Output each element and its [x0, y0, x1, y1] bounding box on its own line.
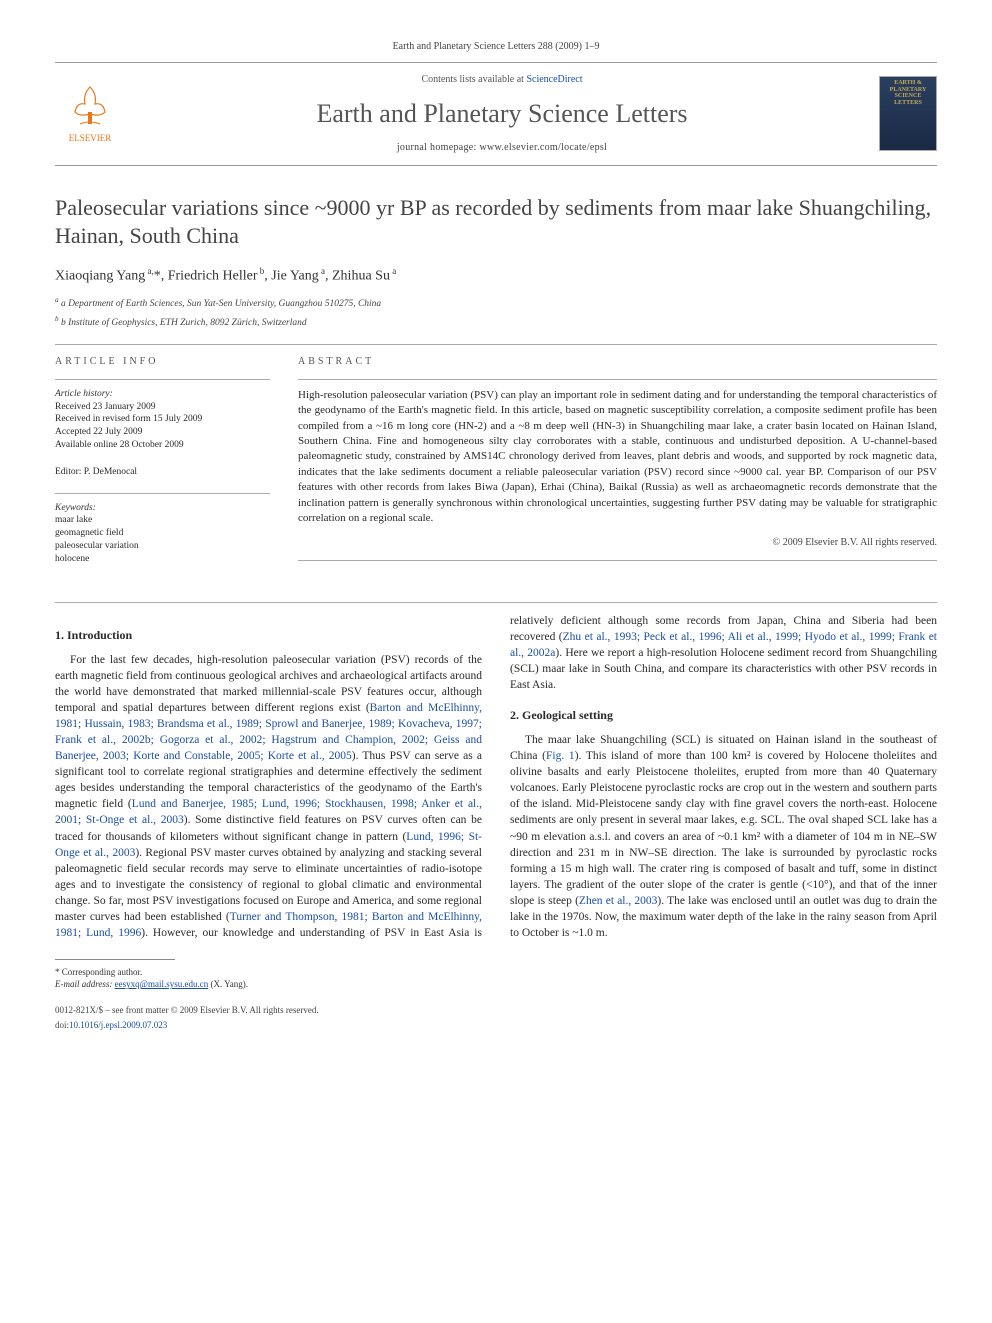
doi-link[interactable]: 10.1016/j.epsl.2009.07.023	[69, 1020, 167, 1030]
footer-issn: 0012-821X/$ – see front matter © 2009 El…	[55, 1004, 937, 1016]
body-columns: 1. Introduction For the last few decades…	[55, 613, 937, 941]
geo-paragraph-1: The maar lake Shuangchiling (SCL) is sit…	[510, 732, 937, 941]
article-info-heading: ARTICLE INFO	[55, 355, 270, 369]
cover-text: EARTH & PLANETARY SCIENCE LETTERS	[883, 80, 933, 106]
journal-header: ELSEVIER Contents lists available at Sci…	[55, 62, 937, 166]
body-divider	[55, 602, 937, 603]
divider	[55, 344, 937, 345]
abstract-heading: ABSTRACT	[298, 355, 937, 369]
elsevier-logo: ELSEVIER	[55, 76, 125, 151]
keywords-block: Keywords: maar lake geomagnetic field pa…	[55, 502, 270, 566]
keyword-1: maar lake	[55, 514, 270, 527]
affiliation-a: a a Department of Earth Sciences, Sun Ya…	[55, 296, 937, 311]
section-geo-heading: 2. Geological setting	[510, 707, 937, 724]
homepage-prefix: journal homepage:	[397, 142, 480, 153]
meta-abstract-row: ARTICLE INFO Article history: Received 2…	[55, 355, 937, 579]
abstract-copyright: © 2009 Elsevier B.V. All rights reserved…	[298, 536, 937, 550]
journal-homepage: journal homepage: www.elsevier.com/locat…	[139, 141, 865, 155]
email-label: E-mail address:	[55, 979, 115, 989]
article-history: Article history: Received 23 January 200…	[55, 388, 270, 452]
footnote-separator	[55, 959, 175, 960]
history-label: Article history:	[55, 388, 270, 401]
ref-link[interactable]: Zhen et al., 2003	[579, 895, 658, 907]
authors-line: Xiaoqiang Yang a,*, Friedrich Heller b, …	[55, 265, 937, 287]
running-header: Earth and Planetary Science Letters 288 …	[55, 40, 937, 54]
keyword-2: geomagnetic field	[55, 527, 270, 540]
corresponding-author-note: * Corresponding author.	[55, 966, 937, 978]
journal-name: Earth and Planetary Science Letters	[139, 96, 865, 131]
sciencedirect-link[interactable]: ScienceDirect	[526, 74, 582, 85]
editor-line: Editor: P. DeMenocal	[55, 466, 270, 479]
header-center: Contents lists available at ScienceDirec…	[139, 73, 865, 155]
abstract-text: High-resolution paleosecular variation (…	[298, 388, 937, 527]
elsevier-label: ELSEVIER	[69, 132, 112, 144]
contents-prefix: Contents lists available at	[421, 74, 526, 85]
elsevier-tree-icon	[65, 82, 115, 132]
keyword-3: paleosecular variation	[55, 540, 270, 553]
keywords-label: Keywords:	[55, 502, 270, 515]
keyword-4: holocene	[55, 553, 270, 566]
history-accepted: Accepted 22 July 2009	[55, 426, 270, 439]
abstract-column: ABSTRACT High-resolution paleosecular va…	[298, 355, 937, 579]
footer-doi: doi:10.1016/j.epsl.2009.07.023	[55, 1019, 937, 1031]
email-line: E-mail address: eesyxq@mail.sysu.edu.cn …	[55, 978, 937, 990]
journal-cover-thumb: EARTH & PLANETARY SCIENCE LETTERS	[879, 76, 937, 151]
fig-link[interactable]: Fig. 1	[546, 750, 575, 762]
article-title: Paleosecular variations since ~9000 yr B…	[55, 194, 937, 251]
contents-line: Contents lists available at ScienceDirec…	[139, 73, 865, 87]
email-link[interactable]: eesyxq@mail.sysu.edu.cn	[115, 979, 209, 989]
history-revised: Received in revised form 15 July 2009	[55, 413, 270, 426]
email-suffix: (X. Yang).	[208, 979, 248, 989]
section-intro-heading: 1. Introduction	[55, 627, 482, 644]
history-online: Available online 28 October 2009	[55, 439, 270, 452]
article-info-column: ARTICLE INFO Article history: Received 2…	[55, 355, 270, 579]
history-received: Received 23 January 2009	[55, 401, 270, 414]
affiliation-b: b b Institute of Geophysics, ETH Zurich,…	[55, 315, 937, 330]
homepage-url: www.elsevier.com/locate/epsl	[479, 142, 607, 153]
